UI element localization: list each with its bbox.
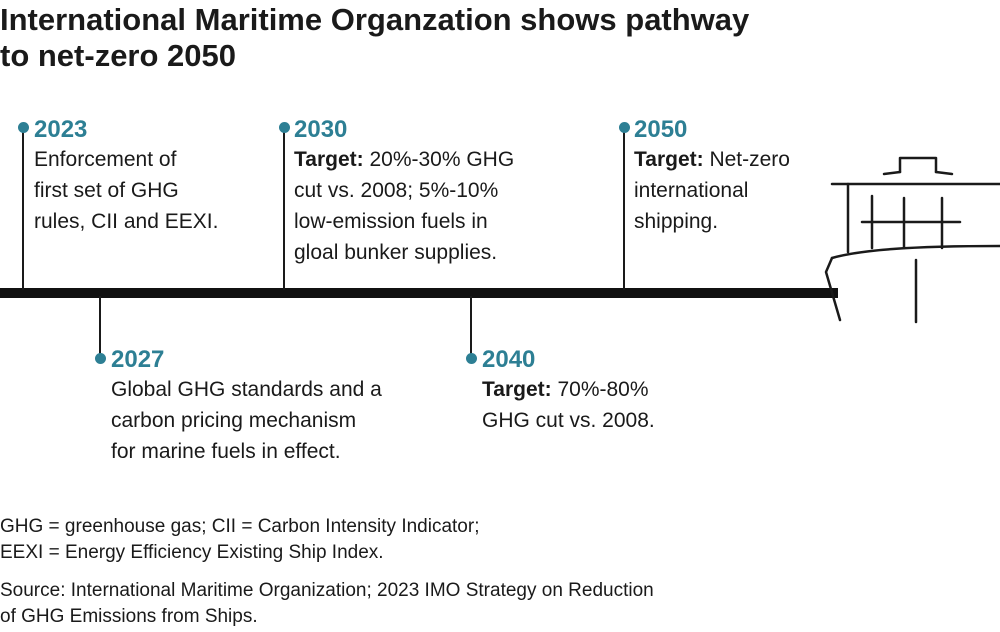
tick-2050 xyxy=(623,128,625,290)
abbrev-line-1: GHG = greenhouse gas; CII = Carbon Inten… xyxy=(0,516,480,537)
description-line: GHG cut vs. 2008. xyxy=(482,409,655,432)
target-label: Target: xyxy=(482,378,552,401)
marker-dot-2040 xyxy=(466,353,477,364)
description-2040: Target: 70%-80% GHG cut vs. 2008. xyxy=(482,374,655,436)
tick-2023 xyxy=(22,128,24,290)
marker-dot-2050 xyxy=(619,122,630,133)
abbreviations-note: GHG = greenhouse gas; CII = Carbon Inten… xyxy=(0,514,479,566)
description-line: international xyxy=(634,179,749,202)
year-2050: 2050 xyxy=(634,116,688,143)
description-line: low-emission fuels in xyxy=(294,210,488,233)
abbrev-line-2: EEXI = Energy Efficiency Existing Ship I… xyxy=(0,542,384,563)
source-line-2: of GHG Emissions from Ships. xyxy=(0,606,258,627)
description-2027: Global GHG standards and a carbon pricin… xyxy=(111,374,382,467)
description-line: Target: Net-zero xyxy=(634,144,790,175)
description-line: Global GHG standards and a xyxy=(111,378,382,401)
description-line: carbon pricing mechanism xyxy=(111,409,357,432)
target-label: Target: xyxy=(294,148,364,171)
marker-dot-2027 xyxy=(95,353,106,364)
source-note: Source: International Maritime Organizat… xyxy=(0,578,654,630)
year-2027: 2027 xyxy=(111,346,165,373)
timeline-axis xyxy=(0,288,838,298)
tick-2040 xyxy=(470,296,472,358)
year-2023: 2023 xyxy=(34,116,88,143)
target-label: Target: xyxy=(634,148,704,171)
source-line-1: Source: International Maritime Organizat… xyxy=(0,580,654,601)
description-text: 70%-80% xyxy=(551,378,649,401)
description-2023: Enforcement of first set of GHG rules, C… xyxy=(34,144,218,237)
description-line: shipping. xyxy=(634,210,719,233)
marker-dot-2023 xyxy=(18,122,29,133)
year-2030: 2030 xyxy=(294,116,348,143)
description-2050: Target: Net-zero international shipping. xyxy=(634,144,790,237)
year-2040: 2040 xyxy=(482,346,536,373)
description-text: Net-zero xyxy=(703,148,790,171)
description-line: for marine fuels in effect. xyxy=(111,440,341,463)
description-line: Target: 70%-80% xyxy=(482,374,655,405)
description-line: Enforcement of xyxy=(34,148,177,171)
description-text: 20%-30% GHG xyxy=(363,148,515,171)
description-line: first set of GHG xyxy=(34,179,179,202)
marker-dot-2030 xyxy=(279,122,290,133)
tick-2030 xyxy=(283,128,285,290)
tick-2027 xyxy=(99,296,101,358)
chart-title: International Maritime Organzation shows… xyxy=(0,2,990,74)
description-line: rules, CII and EEXI. xyxy=(34,210,219,233)
title-line-2: to net-zero 2050 xyxy=(0,38,237,73)
description-line: Target: 20%-30% GHG xyxy=(294,144,514,175)
description-2030: Target: 20%-30% GHG cut vs. 2008; 5%-10%… xyxy=(294,144,514,268)
title-line-1: International Maritime Organzation shows… xyxy=(0,2,750,37)
description-line: cut vs. 2008; 5%-10% xyxy=(294,179,499,202)
description-line: gloal bunker supplies. xyxy=(294,241,498,264)
ship-icon xyxy=(824,156,1000,324)
